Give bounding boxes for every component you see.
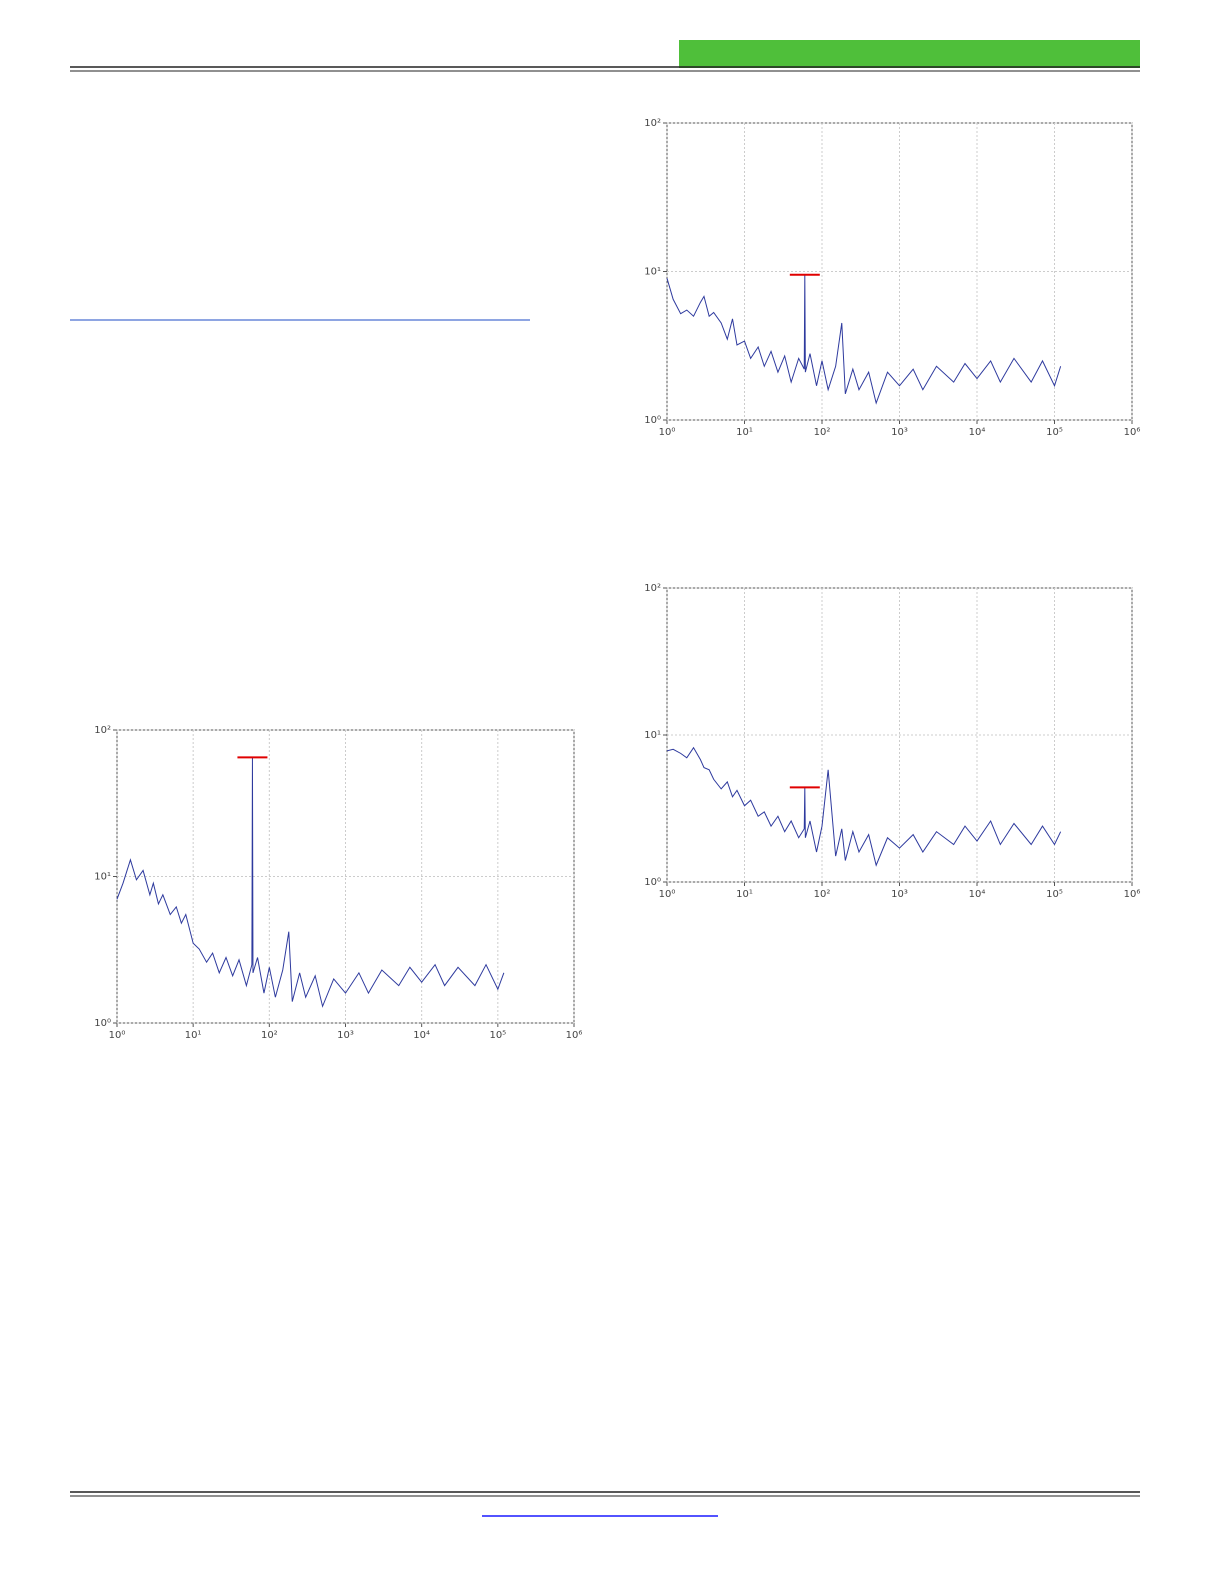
x-tick-label: 10⁴ bbox=[969, 889, 986, 900]
x-tick-label: 10⁴ bbox=[413, 1030, 430, 1041]
y-tick-label: 10⁰ bbox=[644, 877, 661, 888]
x-tick-label: 10⁶ bbox=[566, 1030, 583, 1041]
x-tick-label: 10¹ bbox=[736, 427, 753, 438]
y-tick-label: 10² bbox=[644, 583, 661, 594]
y-tick-label: 10⁰ bbox=[94, 1018, 111, 1029]
x-tick-label: 10² bbox=[261, 1030, 278, 1041]
x-tick-label: 10⁶ bbox=[1124, 427, 1141, 438]
x-tick-label: 10³ bbox=[891, 889, 908, 900]
y-tick-label: 10¹ bbox=[94, 872, 111, 883]
x-tick-label: 10⁵ bbox=[489, 1030, 506, 1041]
x-tick-label: 10⁴ bbox=[969, 427, 986, 438]
x-tick-label: 10³ bbox=[337, 1030, 354, 1041]
data-line bbox=[666, 274, 1062, 405]
y-tick-label: 10¹ bbox=[644, 730, 661, 741]
y-tick-label: 10¹ bbox=[644, 267, 661, 278]
x-tick-label: 10⁰ bbox=[659, 889, 676, 900]
y-tick-label: 10⁰ bbox=[644, 415, 661, 426]
x-tick-label: 10³ bbox=[891, 427, 908, 438]
x-tick-label: 10² bbox=[814, 889, 831, 900]
y-tick-label: 10² bbox=[94, 725, 111, 736]
data-line bbox=[116, 757, 505, 1008]
x-tick-label: 10⁶ bbox=[1124, 889, 1141, 900]
x-tick-label: 10¹ bbox=[185, 1030, 202, 1041]
x-tick-label: 10⁵ bbox=[1046, 889, 1063, 900]
header-band bbox=[679, 40, 1140, 68]
x-tick-label: 10⁵ bbox=[1046, 427, 1063, 438]
x-tick-label: 10¹ bbox=[736, 889, 753, 900]
y-tick-label: 10² bbox=[644, 118, 661, 129]
x-tick-label: 10⁰ bbox=[109, 1030, 126, 1041]
x-tick-label: 10⁰ bbox=[659, 427, 676, 438]
x-tick-label: 10² bbox=[814, 427, 831, 438]
data-line bbox=[666, 746, 1062, 867]
